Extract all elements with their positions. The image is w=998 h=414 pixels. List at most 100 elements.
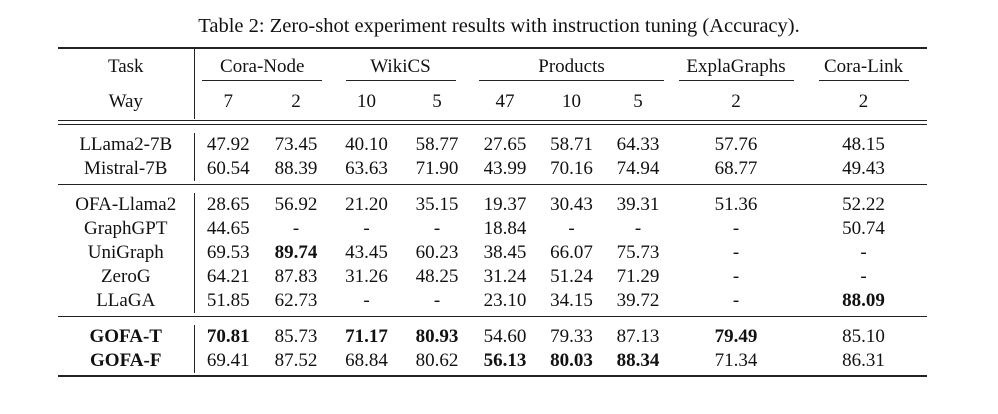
value-cell: 68.77	[714, 158, 758, 179]
model-name-cell: GOFA-F	[58, 349, 195, 373]
value-cell: 63.63	[345, 158, 388, 179]
table-row: ZeroG 64.21 87.83 31.26 48.25 31.24 51.24 71.29…	[58, 265, 927, 289]
section-rule	[58, 184, 928, 185]
value-cell: 27.65	[483, 134, 527, 155]
way-cell: 2	[731, 91, 741, 112]
table-row: GOFA-F 69.41 87.52 68.84 80.62 56.13 80.03 88.3…	[58, 349, 927, 373]
header-row-ways: Way 7 2 10 5 47 10 5 2 2	[58, 85, 927, 119]
value-cell: 64.33	[616, 134, 660, 155]
value-cell: 48.15	[842, 134, 885, 155]
table-caption: Table 2: Zero-shot experiment results wi…	[198, 15, 800, 37]
value-cell: 69.53	[206, 242, 250, 263]
section-rule	[58, 124, 928, 125]
value-cell: 79.49	[714, 326, 758, 347]
value-cell: 71.34	[714, 350, 758, 371]
value-cell: 80.62	[415, 350, 459, 371]
value-cell: 66.07	[550, 242, 593, 263]
group-header-cora-link: Cora-Link	[800, 49, 927, 85]
value-cell: -	[433, 290, 441, 311]
value-cell: 50.74	[842, 218, 885, 239]
value-cell: 71.17	[345, 326, 388, 347]
value-cell: 58.71	[550, 134, 593, 155]
table-row: LLaGA 51.85 62.73 - - 23.10 34.15 39.72 - 88.09	[58, 289, 927, 313]
value-cell: 52.22	[842, 194, 885, 215]
value-cell: -	[732, 242, 740, 263]
group-header-explagraphs: ExplaGraphs	[672, 49, 800, 85]
section-spacer	[58, 119, 928, 133]
value-cell: 88.39	[274, 158, 318, 179]
value-cell: 51.36	[714, 194, 758, 215]
value-cell: 64.21	[206, 266, 250, 287]
value-cell: 31.26	[345, 266, 388, 287]
value-cell: 57.76	[714, 134, 758, 155]
value-cell: 73.45	[274, 134, 318, 155]
results-table: Task Cora-Node WikiCS Products ExplaGrap…	[58, 49, 928, 373]
value-cell: 60.23	[415, 242, 459, 263]
model-name-cell: GOFA-T	[58, 325, 195, 349]
table-row: OFA-Llama2 28.65 56.92 21.20 35.15 19.37 30.43…	[58, 193, 927, 217]
value-cell: 71.90	[415, 158, 459, 179]
value-cell: 43.99	[483, 158, 527, 179]
table-row: GOFA-T 70.81 85.73 71.17 80.93 54.60 79.33 87.1…	[58, 325, 927, 349]
section-rule	[58, 316, 928, 317]
value-cell: 70.16	[550, 158, 593, 179]
value-cell: 47.92	[206, 134, 250, 155]
value-cell: -	[634, 218, 642, 239]
value-cell: 30.43	[550, 194, 593, 215]
table-row: Mistral-7B 60.54 88.39 63.63 71.90 43.99 70.16…	[58, 157, 927, 181]
value-cell: 87.13	[616, 326, 660, 347]
model-name-cell: GraphGPT	[58, 217, 195, 241]
section-rule	[58, 120, 928, 121]
value-cell: 88.09	[842, 290, 885, 311]
header-row-groups: Task Cora-Node WikiCS Products ExplaGrap…	[58, 49, 927, 85]
value-cell: 39.72	[616, 290, 660, 311]
value-cell: 62.73	[274, 290, 318, 311]
value-cell: 31.24	[483, 266, 527, 287]
value-cell: 74.94	[616, 158, 660, 179]
value-cell: -	[292, 218, 300, 239]
value-cell: 75.73	[616, 242, 660, 263]
value-cell: 71.29	[616, 266, 660, 287]
value-cell: 87.52	[274, 350, 318, 371]
section-spacer	[58, 313, 928, 325]
value-cell: 51.24	[550, 266, 593, 287]
way-cell: 2	[858, 91, 869, 112]
value-cell: -	[860, 266, 867, 287]
value-cell: -	[568, 218, 575, 239]
value-cell: 23.10	[483, 290, 527, 311]
value-cell: 48.25	[415, 266, 459, 287]
value-cell: 88.34	[616, 350, 660, 371]
value-cell: -	[732, 218, 740, 239]
value-cell: -	[732, 290, 740, 311]
table-row: LLama2-7B 47.92 73.45 40.10 58.77 27.65 58.71 6…	[58, 133, 927, 157]
way-cell: 2	[291, 91, 301, 112]
value-cell: 35.15	[415, 194, 459, 215]
group-header-products: Products	[471, 49, 672, 85]
group-header-wikics: WikiCS	[330, 49, 471, 85]
way-header: Way	[58, 85, 195, 119]
value-cell: 80.93	[415, 326, 459, 347]
value-cell: 21.20	[345, 194, 388, 215]
group-header-cora-node: Cora-Node	[194, 49, 330, 85]
way-cell: 10	[357, 91, 376, 112]
value-cell: 34.15	[550, 290, 593, 311]
value-cell: 51.85	[206, 290, 250, 311]
way-cell: 5	[432, 91, 442, 112]
table-row: UniGraph 69.53 89.74 43.45 60.23 38.45 66.07 75…	[58, 241, 927, 265]
value-cell: 86.31	[842, 350, 885, 371]
value-cell: 28.65	[206, 194, 250, 215]
value-cell: 18.84	[483, 218, 527, 239]
value-cell: 43.45	[345, 242, 388, 263]
value-cell: 87.83	[274, 266, 318, 287]
value-cell: 80.03	[550, 350, 593, 371]
way-cell: 10	[562, 91, 581, 112]
value-cell: 38.45	[483, 242, 527, 263]
value-cell: 68.84	[345, 350, 388, 371]
top-rule	[58, 47, 927, 49]
value-cell: 79.33	[550, 326, 593, 347]
value-cell: 56.92	[274, 194, 318, 215]
table-row: GraphGPT 44.65 - - - 18.84 - - - 50.74	[58, 217, 927, 241]
value-cell: 56.13	[483, 350, 527, 371]
results-table-wrapper: Task Cora-Node WikiCS Products ExplaGrap…	[58, 47, 928, 377]
model-name-cell: Mistral-7B	[58, 157, 195, 181]
